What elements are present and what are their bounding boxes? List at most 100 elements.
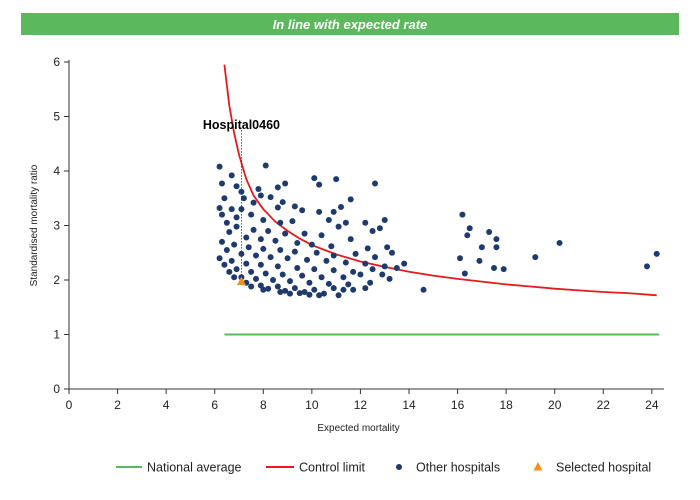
other-hospital-point [262,162,269,169]
other-hospital-point [653,250,660,257]
other-hospital-point [267,194,274,201]
other-hospital-point [299,272,306,279]
other-hospital-point [289,218,296,225]
legend-control-limit-label: Control limit [299,461,366,475]
selected-hospital-point [236,276,246,286]
x-tick-label: 14 [402,398,416,412]
x-tick-label: 6 [211,398,218,412]
selected-hospital-label: Hospital0460 [203,118,280,132]
other-hospital-point [277,288,284,295]
other-hospital-point [216,205,223,212]
other-hospital-point [369,227,376,234]
other-hospital-point [342,259,349,266]
other-hospital-point [291,248,298,255]
other-hospital-point [277,247,284,254]
other-hospital-point [265,227,272,234]
other-hospital-point [330,208,337,215]
x-tick-label: 20 [548,398,562,412]
other-hospital-point [318,232,325,239]
other-hospital-point [301,288,308,295]
other-hospital-point [294,239,301,246]
other-hospital-point [330,252,337,259]
other-hospital-point [386,275,393,282]
other-hospital-point [248,283,255,290]
other-hospital-point [223,247,230,254]
other-hospital-point [500,266,507,273]
other-hospital-point [311,266,318,273]
other-hospital-point [389,249,395,256]
other-hospital-point [243,234,250,241]
y-tick-label: 3 [53,219,60,233]
other-hospital-point [350,268,357,275]
other-hospital-point [262,270,269,277]
other-hospital-point [221,195,228,202]
other-hospital-point [228,206,235,213]
other-hospital-point [340,286,347,293]
x-tick-label: 18 [499,398,513,412]
other-hospital-point [420,286,427,293]
other-hospital-point [493,236,500,243]
legend: National average Control limit Other hospi… [116,461,651,475]
other-hospital-point [342,219,349,226]
other-hospital-point [284,255,291,262]
other-hospital-point [272,237,279,244]
x-tick-label: 10 [305,398,319,412]
other-hospital-point [335,223,342,230]
other-hospital-point [219,211,225,218]
other-hospital-point [287,290,293,297]
other-hospital-point [274,184,281,191]
other-hospital-point [318,274,325,281]
other-hospital-point [532,254,539,261]
other-hospital-point [323,257,330,264]
other-hospital-point [216,163,223,170]
other-hospital-point [253,252,259,259]
other-hospital-point [486,229,493,236]
other-hospital-point [325,217,332,224]
other-hospital-point [316,208,323,215]
other-hospital-point [357,271,364,278]
other-hospital-point [347,196,354,203]
other-hospital-point [260,217,267,224]
other-hospital-point [250,226,257,233]
other-hospital-point [372,254,378,261]
other-hospital-point [381,217,388,224]
other-hospital-point [478,244,485,251]
legend-selected-hospital-label: Selected hospital [556,461,651,475]
other-hospital-point [294,265,301,272]
other-hospital-point [367,279,374,286]
other-hospital-point [393,265,400,272]
other-hospital-point [464,232,471,239]
other-hospital-point [401,260,408,267]
plot-marks: Hospital0460 [203,64,660,336]
other-hospital-point [274,283,281,290]
x-tick-label: 16 [451,398,465,412]
other-hospital-point [335,292,342,299]
other-hospital-point [461,270,468,277]
other-hospital-point [330,285,337,292]
other-hospital-point [267,254,274,261]
other-hospital-point [308,241,315,248]
y-tick-label: 5 [53,110,60,124]
other-hospital-point [248,211,255,218]
other-hospital-point [311,175,318,182]
x-axis-title: Expected mortality [317,423,399,434]
other-hospital-point [364,245,371,252]
other-hospital-point [226,268,233,275]
other-hospital-point [372,180,378,187]
other-hospital-point [274,263,281,270]
other-hospital-point [231,241,238,248]
other-hospital-point [376,225,383,232]
other-hospital-point [304,256,310,263]
other-hospital-point [282,287,289,294]
x-tick-label: 0 [66,398,73,412]
other-hospital-point [253,275,259,282]
other-hospital-point [243,260,250,267]
other-hospital-point [219,238,225,245]
status-banner: In line with expected rate [21,13,679,35]
other-hospital-point [345,281,352,288]
other-hospital-point [233,223,240,230]
other-hospital-point [352,250,359,257]
other-hospital-point [316,181,323,188]
